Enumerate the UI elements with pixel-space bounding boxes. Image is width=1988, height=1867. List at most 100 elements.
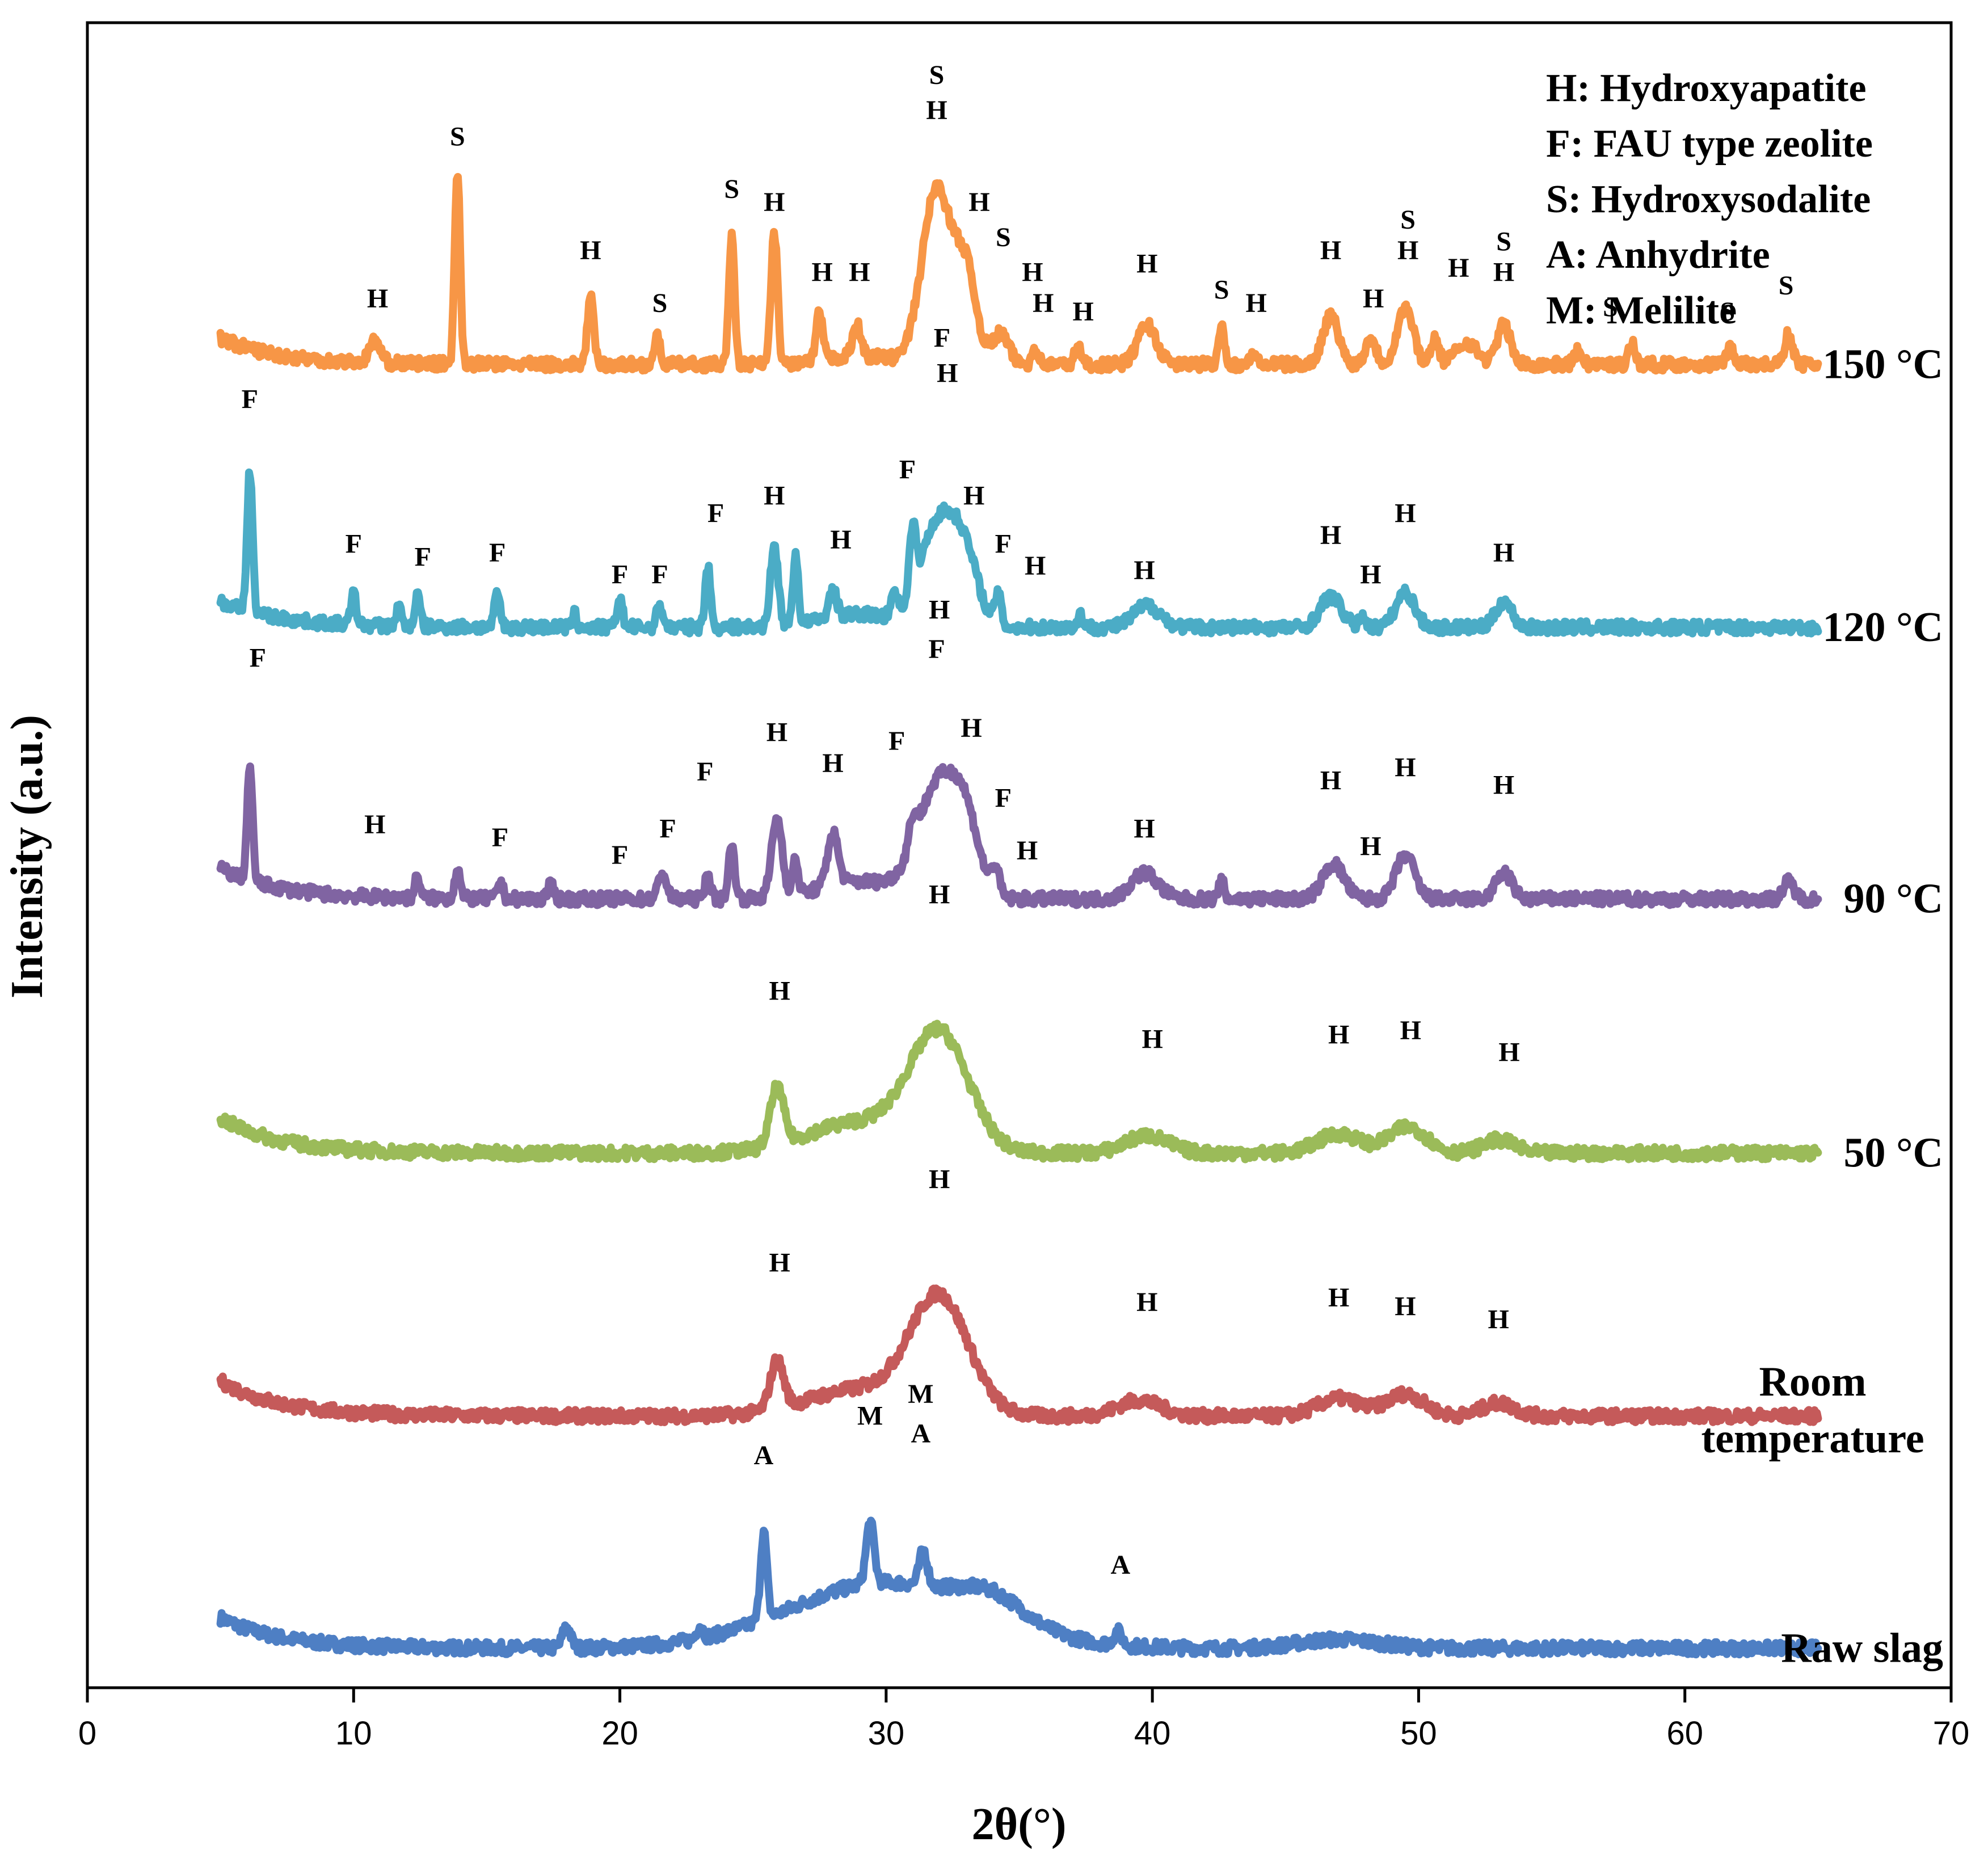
series-name-label: Raw slag — [1781, 1625, 1943, 1671]
peak-label: H — [1493, 770, 1514, 800]
legend-entry: S: Hydroxysodalite — [1546, 178, 1871, 221]
legend-entry: F: FAU type zeolite — [1546, 122, 1873, 166]
peak-label: S — [929, 60, 945, 90]
x-tick-label: 70 — [1933, 1715, 1970, 1752]
peak-label: H — [929, 595, 950, 625]
peak-label: S — [450, 121, 465, 151]
peak-label: H — [1493, 258, 1514, 288]
series-traces — [216, 172, 1822, 1659]
peak-label: S — [1214, 275, 1229, 305]
series-name-label: 90 °C — [1843, 876, 1943, 922]
peak-label: H — [769, 976, 790, 1006]
x-tick-label: 60 — [1666, 1715, 1703, 1752]
peak-label: H — [1072, 297, 1093, 327]
peak-label: S — [1720, 297, 1735, 327]
peak-label: A — [1110, 1550, 1130, 1580]
x-tick-label: 10 — [335, 1715, 372, 1752]
peak-label: H — [1136, 248, 1157, 279]
peak-label: H — [1395, 1291, 1416, 1321]
peak-label: S — [1603, 292, 1618, 322]
peak-label: H — [929, 1165, 950, 1195]
peak-label: F — [346, 529, 362, 559]
peak-label: H — [1448, 253, 1469, 283]
peak-label: F — [415, 542, 431, 572]
peak-label: H — [937, 358, 958, 388]
peak-label: H — [963, 481, 984, 511]
peak-label: F — [928, 634, 945, 664]
peak-label: H — [1395, 499, 1416, 529]
x-tick-label: 40 — [1134, 1715, 1171, 1752]
peak-label: F — [995, 783, 1012, 814]
peak-label: S — [996, 222, 1011, 252]
peak-label: H — [766, 718, 787, 748]
peak-label: H — [1328, 1020, 1349, 1050]
peak-label: H — [926, 95, 947, 125]
peak-label: H — [1328, 1283, 1349, 1313]
peak-label: H — [1245, 288, 1266, 318]
series-line-room-temperature — [216, 1284, 1822, 1426]
peak-label: F — [934, 323, 950, 353]
peak-label: H — [822, 748, 843, 778]
series-line-120-c — [216, 468, 1822, 638]
peak-label: H — [1033, 288, 1054, 318]
legend: H: Hydroxyapatite F: FAU type zeolite S: H… — [1546, 66, 1873, 332]
series-line-50-c — [216, 1019, 1822, 1164]
peak-label: H — [764, 187, 785, 217]
peak-label: H — [812, 258, 833, 288]
peak-label: H — [580, 235, 601, 265]
peak-label: H — [1498, 1038, 1519, 1068]
x-tick-label: 50 — [1400, 1715, 1437, 1752]
peak-label: S — [1779, 271, 1794, 301]
peak-label: H — [1493, 538, 1514, 568]
peak-label: H — [849, 258, 870, 288]
peak-label: F — [707, 499, 724, 529]
peak-label: F — [995, 529, 1012, 559]
peak-label: S — [652, 288, 668, 318]
series-name-label: Room — [1759, 1359, 1866, 1405]
series-name-label: temperature — [1701, 1415, 1924, 1462]
peak-label: H — [1022, 258, 1043, 288]
peak-label: H — [1136, 1287, 1157, 1317]
peak-label: F — [651, 560, 668, 590]
series-name-label: 120 °C — [1822, 604, 1943, 651]
peak-label: H — [1400, 1015, 1421, 1046]
peak-label: H — [1395, 752, 1416, 782]
peak-label: F — [899, 454, 916, 484]
peak-label: F — [612, 560, 628, 590]
peak-label: H — [929, 879, 950, 909]
peak-label: H — [1360, 560, 1381, 590]
x-axis-title: 2θ(°) — [971, 1799, 1066, 1849]
peak-label: F — [492, 823, 508, 853]
peak-label: H — [1142, 1024, 1163, 1054]
peak-label: H — [364, 810, 385, 840]
peak-label: F — [489, 538, 506, 568]
peak-label: H — [1320, 235, 1341, 265]
x-tick-label: 0 — [78, 1715, 96, 1752]
peak-label: A — [754, 1440, 774, 1470]
peak-label: H — [1134, 814, 1155, 844]
peak-label: F — [659, 814, 676, 844]
series-name-label: 50 °C — [1843, 1130, 1943, 1177]
y-axis-title: Intensity (a.u.) — [2, 715, 52, 998]
peak-label: S — [724, 174, 739, 204]
plot-frame — [86, 21, 1953, 1689]
peak-label: H — [1320, 520, 1341, 550]
peak-label: H — [764, 481, 785, 511]
legend-entry: A: Anhydrite — [1546, 233, 1770, 277]
x-axis-ticks: 0 10 20 30 40 50 60 70 — [78, 1688, 1969, 1752]
peak-label: F — [888, 726, 905, 756]
peak-label: F — [697, 757, 713, 787]
series-labels: Raw slag Room temperature 50 °C 90 °C 120 °C 1… — [1701, 341, 1943, 1671]
legend-entry: H: Hydroxyapatite — [1546, 66, 1867, 110]
peak-label: H — [367, 284, 388, 314]
peak-label: A — [911, 1418, 931, 1448]
series-name-label: 150 °C — [1822, 341, 1943, 387]
peak-label: H — [961, 713, 982, 743]
peak-label: H — [830, 525, 851, 555]
peak-label: H — [1397, 235, 1418, 265]
peak-label: M — [908, 1379, 933, 1409]
peak-label: H — [1134, 555, 1155, 585]
